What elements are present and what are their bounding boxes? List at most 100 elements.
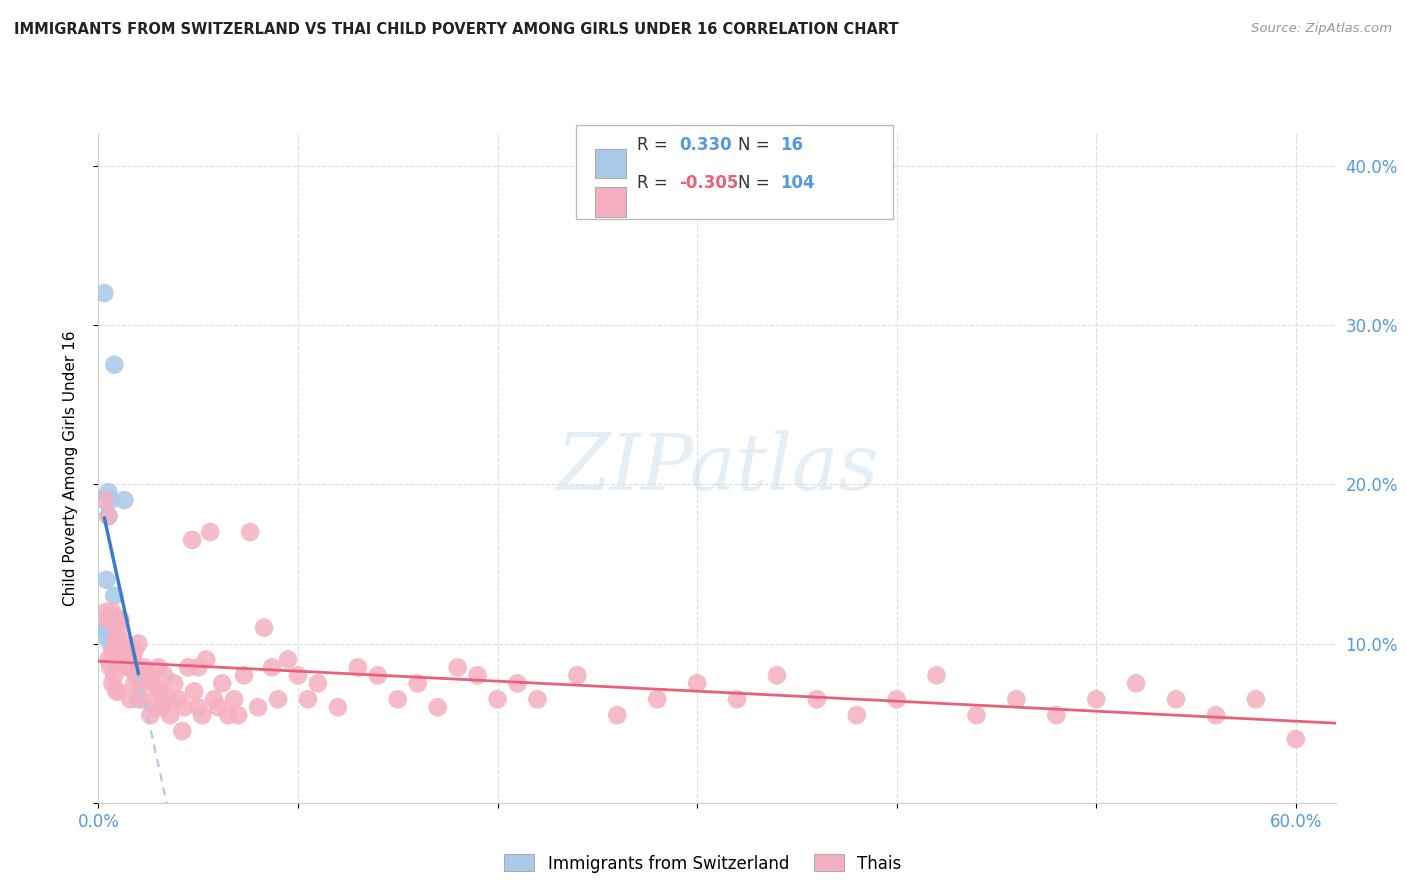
Point <box>211 676 233 690</box>
Point <box>1125 676 1147 690</box>
Point <box>103 668 125 682</box>
Point <box>148 684 170 698</box>
Point <box>233 668 256 682</box>
Point <box>157 692 180 706</box>
Point <box>103 589 125 603</box>
Point <box>107 652 129 666</box>
Point <box>202 692 225 706</box>
Point <box>347 660 370 674</box>
Point <box>103 358 125 372</box>
Point <box>506 676 529 690</box>
Point <box>100 636 122 650</box>
Text: R =: R = <box>637 174 673 192</box>
Point <box>96 605 118 619</box>
Point <box>93 628 115 642</box>
Point <box>111 644 134 658</box>
Point <box>110 613 132 627</box>
Y-axis label: Child Poverty Among Girls Under 16: Child Poverty Among Girls Under 16 <box>63 331 77 606</box>
Point <box>159 708 181 723</box>
Point <box>645 692 668 706</box>
Point <box>124 676 146 690</box>
Point <box>1244 692 1267 706</box>
Point <box>845 708 868 723</box>
Point <box>97 652 120 666</box>
Point <box>198 524 221 539</box>
Point <box>426 700 449 714</box>
Point <box>1085 692 1108 706</box>
Point <box>150 700 173 714</box>
Point <box>191 708 214 723</box>
Text: N =: N = <box>738 136 775 154</box>
Point <box>287 668 309 682</box>
Point <box>112 493 135 508</box>
Point <box>107 684 129 698</box>
Point <box>103 613 125 627</box>
Point <box>117 660 139 674</box>
Legend: Immigrants from Switzerland, Thais: Immigrants from Switzerland, Thais <box>498 847 908 880</box>
Point <box>100 613 122 627</box>
Point <box>143 700 166 714</box>
Point <box>172 724 194 739</box>
Point <box>93 493 115 508</box>
Point <box>239 524 262 539</box>
Point <box>121 652 143 666</box>
Point <box>101 613 124 627</box>
Point <box>136 668 159 682</box>
Point <box>141 676 163 690</box>
Point <box>105 684 128 698</box>
Point <box>217 708 239 723</box>
Point <box>1005 692 1028 706</box>
Point <box>326 700 349 714</box>
Text: R =: R = <box>637 136 673 154</box>
Point <box>766 668 789 682</box>
Point <box>177 660 200 674</box>
Point <box>606 708 628 723</box>
Point <box>105 628 128 642</box>
Point <box>101 605 124 619</box>
Point <box>134 660 156 674</box>
Text: -0.305: -0.305 <box>679 174 738 192</box>
Point <box>247 700 270 714</box>
Point <box>101 644 124 658</box>
Point <box>467 668 489 682</box>
Point <box>446 660 468 674</box>
Point <box>297 692 319 706</box>
Point <box>110 613 132 627</box>
Point <box>93 286 115 301</box>
Point <box>267 692 290 706</box>
Point <box>526 692 548 706</box>
Point <box>96 573 118 587</box>
Point <box>1045 708 1067 723</box>
Point <box>105 613 128 627</box>
Point <box>187 700 209 714</box>
Point <box>97 613 120 627</box>
Point <box>112 644 135 658</box>
Point <box>131 692 153 706</box>
Text: 0.330: 0.330 <box>679 136 731 154</box>
Point <box>725 692 748 706</box>
Point <box>567 668 589 682</box>
Point <box>131 668 153 682</box>
Point <box>226 708 249 723</box>
Point <box>110 621 132 635</box>
Text: IMMIGRANTS FROM SWITZERLAND VS THAI CHILD POVERTY AMONG GIRLS UNDER 16 CORRELATI: IMMIGRANTS FROM SWITZERLAND VS THAI CHIL… <box>14 22 898 37</box>
Point <box>183 684 205 698</box>
Text: ZIPatlas: ZIPatlas <box>555 430 879 507</box>
Point <box>925 668 948 682</box>
Point <box>1164 692 1187 706</box>
Point <box>181 533 204 547</box>
Point <box>187 660 209 674</box>
Point <box>307 676 329 690</box>
Point <box>101 676 124 690</box>
Point <box>1205 708 1227 723</box>
Point <box>886 692 908 706</box>
Point <box>486 692 509 706</box>
Point <box>195 652 218 666</box>
Point <box>117 660 139 674</box>
Point <box>100 493 122 508</box>
Point <box>224 692 246 706</box>
Point <box>124 644 146 658</box>
Point <box>139 708 162 723</box>
Point <box>96 621 118 635</box>
Point <box>120 692 142 706</box>
